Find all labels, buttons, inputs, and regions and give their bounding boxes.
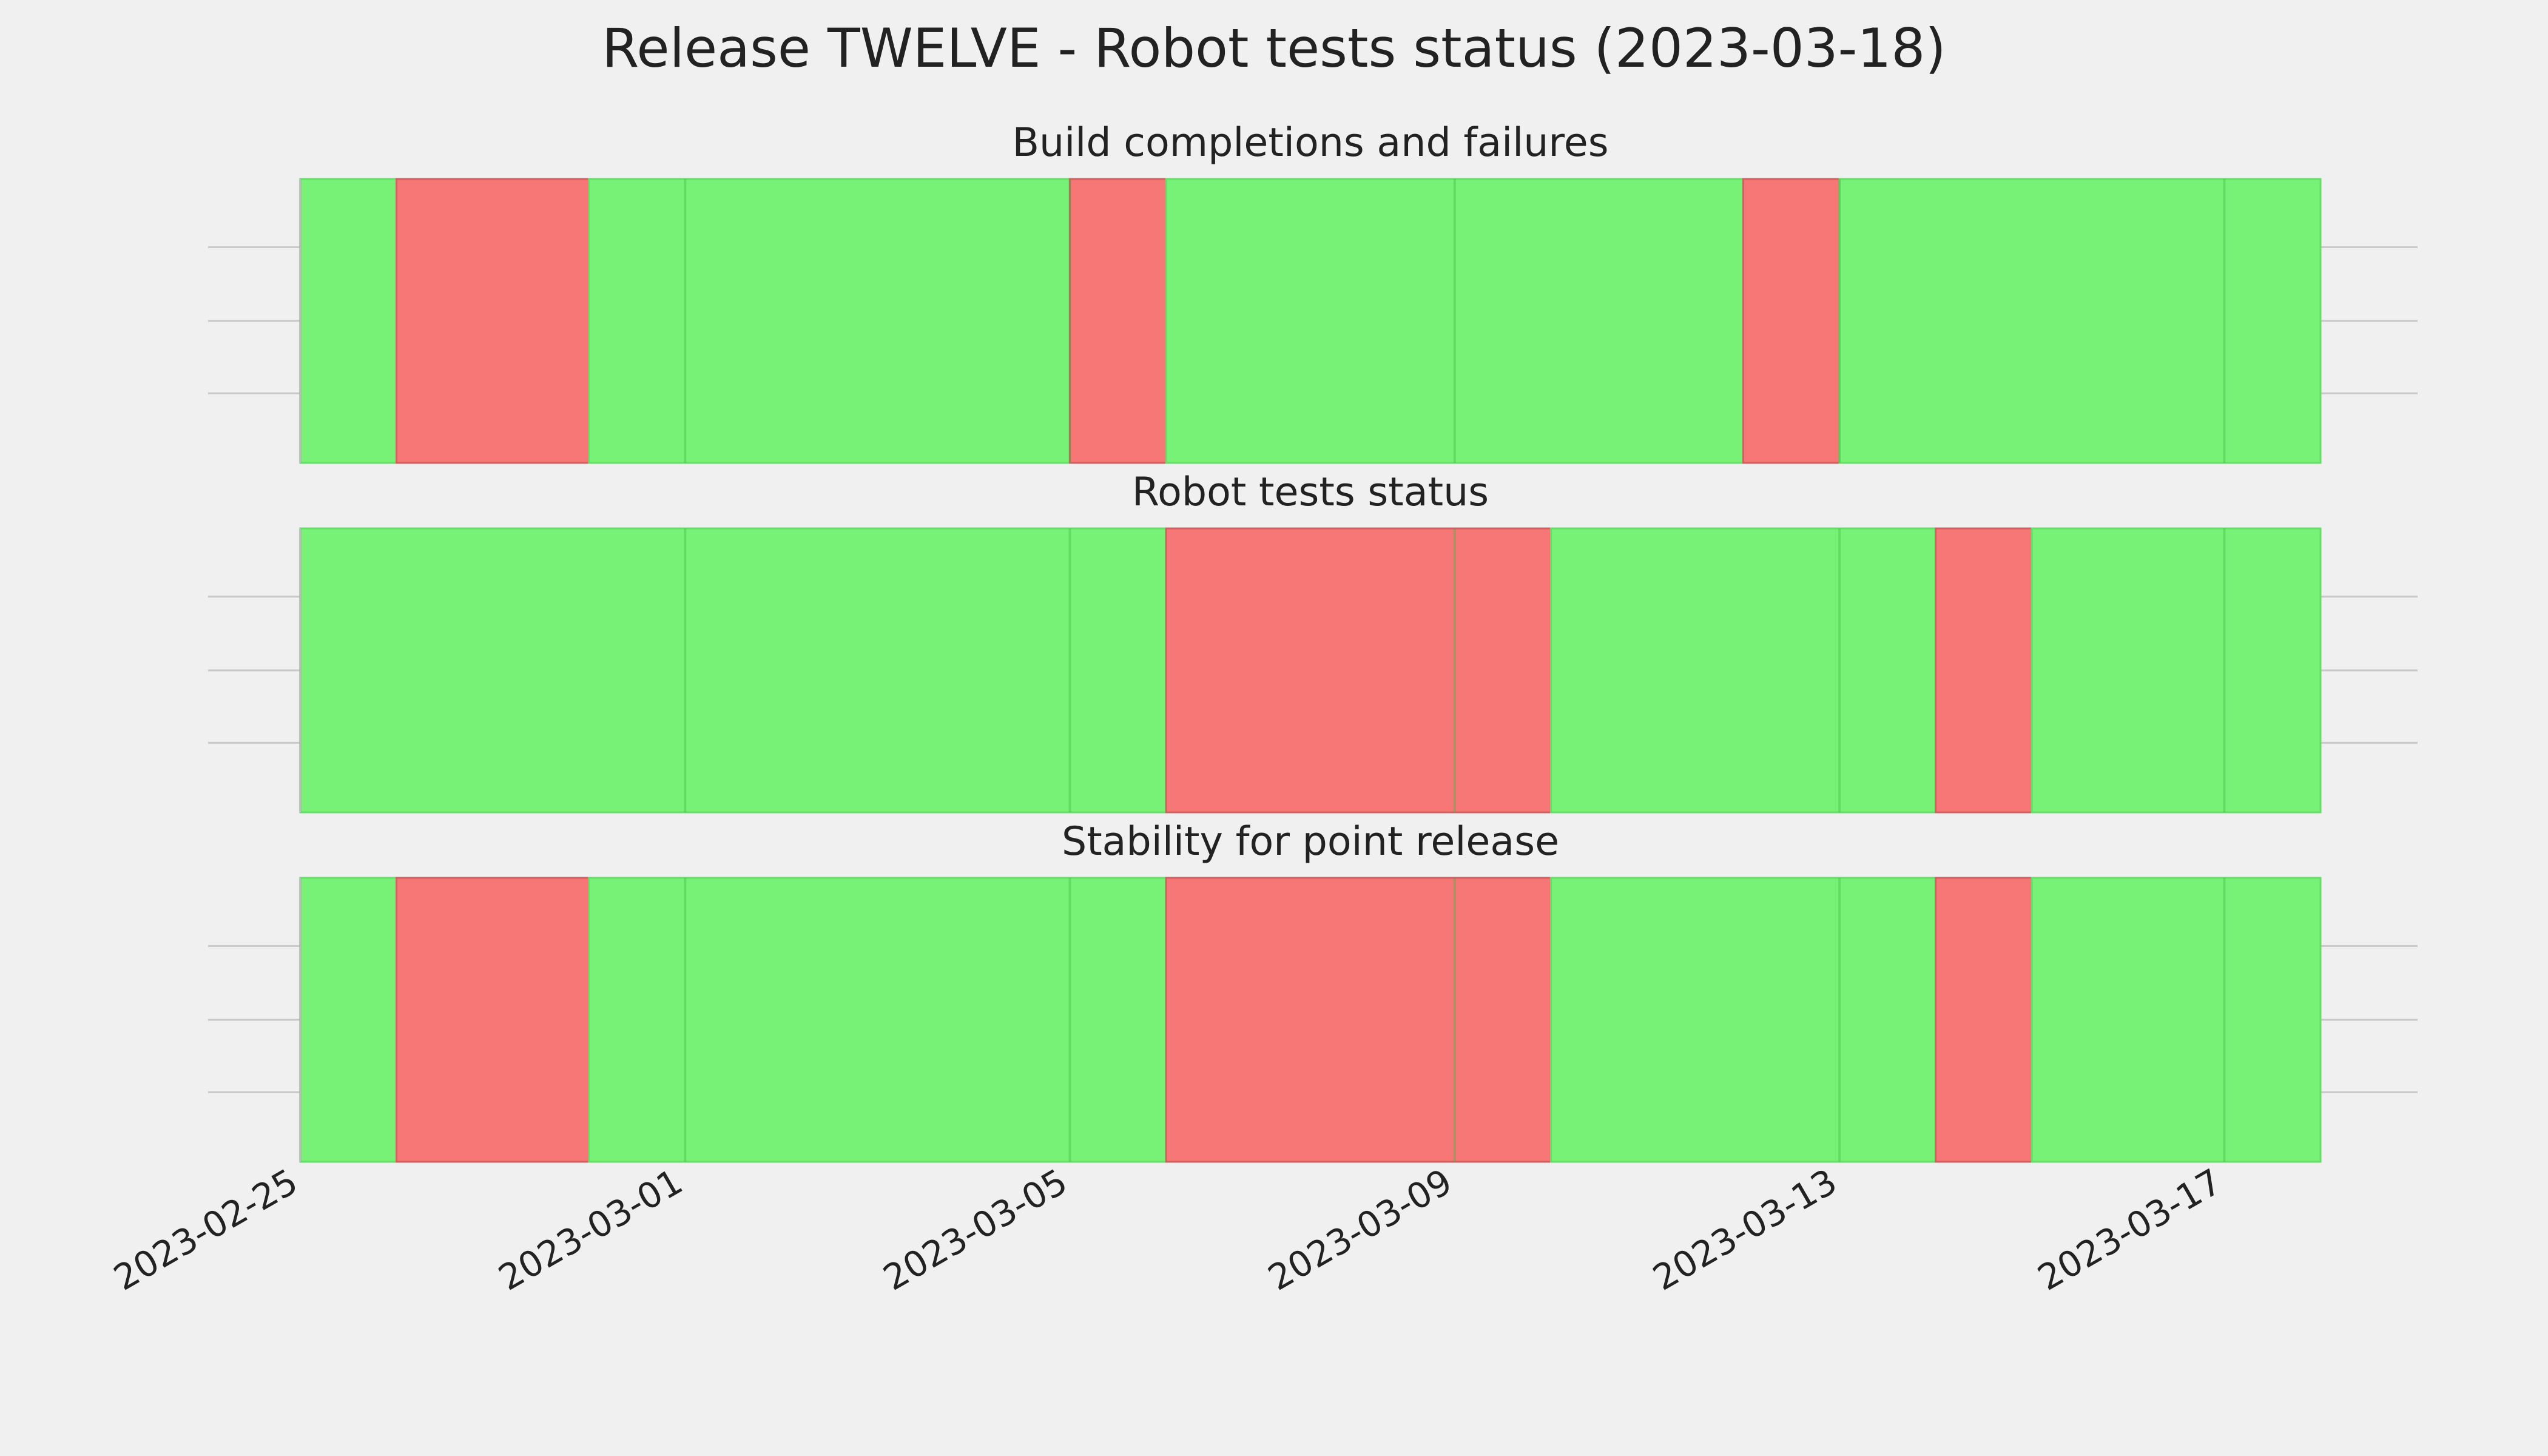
- chart-title: Release TWELVE - Robot tests status (202…: [602, 17, 1946, 79]
- panel-title: Build completions and failures: [1012, 120, 1608, 166]
- panel-1: Build completions and failures: [208, 120, 2418, 464]
- status-segment-pass: [1549, 527, 1937, 814]
- status-segment-pass: [1549, 877, 1937, 1163]
- status-segment-fail: [1935, 877, 2033, 1163]
- status-segment-fail: [396, 178, 590, 464]
- panel-title: Stability for point release: [1062, 819, 1559, 864]
- status-segment-fail: [396, 877, 590, 1163]
- status-segment-fail: [1935, 527, 2033, 814]
- status-segment-fail: [1742, 178, 1841, 464]
- status-segment-pass: [299, 178, 398, 464]
- status-segment-fail: [1165, 527, 1552, 814]
- panel-2: Robot tests status: [208, 470, 2418, 814]
- panels-layer: Build completions and failures Robot test…: [208, 120, 2418, 1163]
- status-segment-fail: [1165, 877, 1552, 1163]
- status-segment-pass: [299, 527, 1167, 814]
- status-segment-fail: [1069, 178, 1167, 464]
- status-segment-pass: [299, 877, 398, 1163]
- status-segment-pass: [2031, 877, 2322, 1163]
- panel-3: Stability for point release: [208, 819, 2418, 1163]
- panel-title: Robot tests status: [1132, 470, 1489, 515]
- status-segment-pass: [1838, 178, 2322, 464]
- status-segment-pass: [588, 178, 1071, 464]
- status-segment-pass: [1165, 178, 1745, 464]
- status-segment-pass: [2031, 527, 2322, 814]
- status-segment-pass: [588, 877, 1167, 1163]
